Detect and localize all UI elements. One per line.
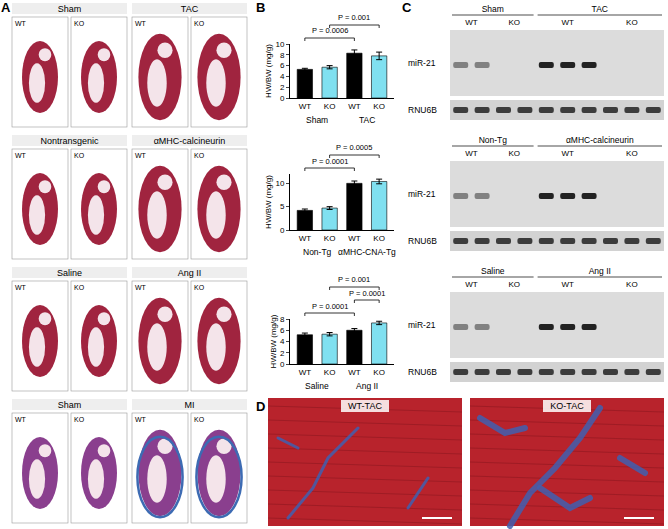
svg-text:KO: KO (626, 280, 638, 289)
svg-text:WT: WT (135, 152, 147, 159)
svg-text:RNU6B: RNU6B (408, 105, 437, 115)
svg-text:KO: KO (626, 18, 638, 27)
svg-text:KO: KO (74, 416, 85, 423)
svg-text:KO: KO (324, 102, 336, 111)
svg-text:KO-TAC: KO-TAC (550, 401, 584, 411)
svg-text:Ang II: Ang II (178, 268, 202, 278)
svg-text:KO: KO (324, 234, 336, 243)
svg-text:KO: KO (373, 234, 385, 243)
svg-text:4: 4 (280, 337, 285, 346)
svg-text:αMHC-calcineurin: αMHC-calcineurin (566, 135, 634, 145)
svg-text:WT-TAC: WT-TAC (348, 401, 382, 411)
svg-text:KO: KO (74, 284, 85, 291)
svg-text:2: 2 (280, 349, 285, 358)
svg-text:WT: WT (15, 284, 27, 291)
svg-text:0: 0 (280, 94, 285, 103)
svg-text:KO: KO (74, 152, 85, 159)
svg-text:KO: KO (508, 18, 520, 27)
svg-text:Non-Tg: Non-Tg (479, 135, 508, 145)
svg-text:miR-21: miR-21 (408, 189, 436, 199)
svg-text:A: A (1, 0, 11, 15)
svg-text:RNU6B: RNU6B (408, 367, 437, 377)
svg-text:αMHC-calcineurin: αMHC-calcineurin (154, 136, 226, 146)
svg-text:Non-Tg: Non-Tg (303, 247, 332, 257)
svg-text:TAC: TAC (592, 4, 608, 14)
svg-text:Ang II: Ang II (356, 381, 378, 391)
svg-text:KO: KO (194, 416, 205, 423)
svg-text:miR-21: miR-21 (408, 58, 436, 68)
svg-text:αMHC-CNA-Tg: αMHC-CNA-Tg (338, 247, 396, 257)
svg-text:WT: WT (299, 234, 312, 243)
svg-text:HW/BW (mg/g): HW/BW (mg/g) (264, 175, 273, 229)
svg-text:8: 8 (280, 315, 285, 324)
svg-text:0: 0 (280, 360, 285, 369)
svg-text:WT: WT (561, 18, 574, 27)
svg-text:D: D (256, 399, 265, 414)
svg-text:KO: KO (194, 284, 205, 291)
svg-text:P = 0.0006: P = 0.0006 (312, 26, 348, 35)
svg-text:WT: WT (348, 368, 361, 377)
svg-text:Ang II: Ang II (589, 266, 611, 276)
svg-text:WT: WT (348, 234, 361, 243)
svg-text:P = 0.0005: P = 0.0005 (336, 143, 372, 152)
svg-text:8: 8 (280, 51, 285, 60)
svg-text:KO: KO (194, 20, 205, 27)
svg-text:WT: WT (15, 416, 27, 423)
svg-text:WT: WT (15, 20, 27, 27)
svg-text:6: 6 (280, 326, 285, 335)
svg-text:10: 10 (275, 40, 284, 49)
svg-text:WT: WT (465, 149, 478, 158)
svg-text:6: 6 (280, 61, 285, 70)
svg-text:WT: WT (348, 102, 361, 111)
svg-text:MI: MI (185, 400, 195, 410)
svg-text:WT: WT (465, 280, 478, 289)
svg-text:Sham: Sham (58, 400, 82, 410)
svg-text:WT: WT (135, 284, 147, 291)
svg-text:Saline: Saline (57, 268, 82, 278)
svg-text:KO: KO (74, 20, 85, 27)
svg-text:KO: KO (508, 149, 520, 158)
svg-text:P = 0.0001: P = 0.0001 (349, 289, 385, 298)
svg-text:Saline: Saline (305, 381, 329, 391)
svg-text:P = 0.001: P = 0.001 (338, 275, 370, 284)
svg-text:KO: KO (194, 152, 205, 159)
svg-text:KO: KO (626, 149, 638, 158)
svg-text:0: 0 (280, 226, 285, 235)
svg-text:4: 4 (280, 72, 285, 81)
svg-text:P = 0.0001: P = 0.0001 (312, 157, 348, 166)
svg-text:KO: KO (373, 368, 385, 377)
svg-text:KO: KO (373, 102, 385, 111)
svg-text:WT: WT (15, 152, 27, 159)
svg-text:Nontransgenic: Nontransgenic (40, 136, 99, 146)
svg-text:C: C (402, 0, 412, 15)
svg-text:P = 0.0001: P = 0.0001 (312, 302, 348, 311)
svg-text:10: 10 (275, 179, 284, 188)
svg-text:WT: WT (135, 20, 147, 27)
svg-text:WT: WT (135, 416, 147, 423)
svg-text:miR-21: miR-21 (408, 320, 436, 330)
svg-text:WT: WT (299, 102, 312, 111)
svg-text:KO: KO (324, 368, 336, 377)
svg-text:WT: WT (465, 18, 478, 27)
svg-text:RNU6B: RNU6B (408, 236, 437, 246)
svg-text:Sham: Sham (482, 4, 504, 14)
svg-text:TAC: TAC (359, 115, 375, 125)
svg-text:P = 0.001: P = 0.001 (338, 13, 370, 22)
svg-text:Sham: Sham (306, 115, 328, 125)
svg-text:WT: WT (299, 368, 312, 377)
svg-text:5: 5 (280, 202, 285, 211)
svg-text:Sham: Sham (58, 4, 82, 14)
svg-text:B: B (256, 0, 265, 15)
svg-text:KO: KO (508, 280, 520, 289)
svg-text:HW/BW (mg/g): HW/BW (mg/g) (264, 44, 273, 98)
svg-text:HW/BW (mg/g): HW/BW (mg/g) (269, 314, 278, 368)
svg-text:WT: WT (561, 280, 574, 289)
svg-text:2: 2 (280, 83, 285, 92)
svg-text:TAC: TAC (181, 4, 199, 14)
svg-text:WT: WT (561, 149, 574, 158)
svg-text:Saline: Saline (481, 266, 505, 276)
